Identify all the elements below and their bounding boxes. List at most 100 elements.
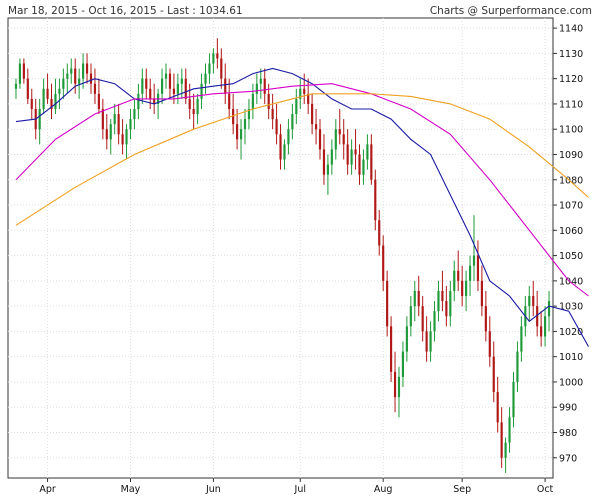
candle-body bbox=[14, 83, 18, 89]
candle-body bbox=[267, 93, 270, 109]
candle-body bbox=[476, 255, 480, 281]
candle-body bbox=[307, 93, 310, 104]
candle bbox=[137, 83, 140, 120]
candle-body bbox=[413, 290, 416, 307]
candle-body bbox=[484, 306, 487, 332]
candle bbox=[291, 103, 294, 140]
candle-body bbox=[405, 326, 408, 352]
candle bbox=[512, 371, 515, 428]
candle-body bbox=[468, 265, 472, 281]
candle bbox=[496, 376, 499, 433]
candle-body bbox=[125, 129, 128, 145]
candle bbox=[307, 78, 310, 115]
x-tick-label: Aug bbox=[374, 484, 393, 495]
candle bbox=[283, 139, 286, 170]
candle-body bbox=[168, 73, 172, 89]
y-tick-label: 1090 bbox=[559, 150, 583, 161]
candle bbox=[145, 68, 148, 99]
candle bbox=[78, 68, 81, 99]
candle bbox=[188, 83, 191, 120]
y-tick-label: 1050 bbox=[559, 251, 583, 262]
candle bbox=[224, 63, 227, 104]
candle bbox=[441, 270, 444, 312]
y-tick-label: 1000 bbox=[559, 377, 583, 388]
y-tick-label: 980 bbox=[559, 428, 577, 439]
candle-body bbox=[516, 351, 519, 382]
candle-body bbox=[429, 331, 432, 352]
candle-body bbox=[271, 108, 274, 120]
plot-area bbox=[7, 17, 554, 479]
candle-body bbox=[386, 280, 389, 327]
candle bbox=[334, 119, 337, 160]
candle bbox=[105, 114, 108, 150]
candle-body bbox=[275, 119, 278, 135]
candle bbox=[445, 285, 448, 327]
candle-body bbox=[85, 63, 89, 74]
candle bbox=[358, 144, 361, 185]
candle bbox=[457, 250, 460, 291]
candle-body bbox=[382, 245, 385, 281]
candle-body bbox=[299, 88, 302, 99]
x-tick-label: Oct bbox=[537, 484, 554, 495]
candle-body bbox=[208, 63, 211, 74]
candle-body bbox=[232, 108, 235, 125]
candle bbox=[413, 280, 416, 322]
candle bbox=[89, 63, 93, 94]
candle bbox=[362, 149, 365, 185]
candle-body bbox=[330, 149, 333, 165]
candle-body bbox=[453, 270, 456, 291]
candle bbox=[303, 73, 306, 104]
candle bbox=[196, 93, 199, 125]
moving-averages bbox=[15, 67, 589, 347]
candle bbox=[326, 154, 329, 195]
candle bbox=[425, 316, 428, 362]
candle bbox=[468, 255, 472, 297]
candle bbox=[417, 275, 420, 317]
candle bbox=[208, 53, 211, 84]
candle-body bbox=[196, 98, 199, 115]
candle bbox=[382, 235, 385, 291]
candle-body bbox=[389, 326, 393, 372]
candle bbox=[421, 296, 424, 342]
chart-title: Mar 18, 2015 - Oct 16, 2015 - Last : 103… bbox=[8, 5, 243, 17]
candle-body bbox=[350, 149, 353, 165]
candle-body bbox=[236, 124, 239, 140]
candle-body bbox=[26, 78, 29, 99]
candle bbox=[113, 103, 116, 135]
candle bbox=[492, 341, 495, 403]
candle bbox=[58, 78, 61, 109]
candle-body bbox=[512, 381, 515, 418]
candle bbox=[378, 210, 381, 256]
candle bbox=[338, 108, 341, 145]
candle-body bbox=[42, 88, 45, 109]
candle bbox=[508, 407, 511, 453]
candle-body bbox=[461, 280, 464, 297]
candle-body bbox=[378, 220, 381, 246]
candle bbox=[532, 280, 535, 317]
candle bbox=[247, 98, 251, 130]
candle bbox=[85, 53, 89, 84]
candle bbox=[393, 351, 397, 413]
candle-body bbox=[228, 93, 231, 109]
x-tick-label: Apr bbox=[39, 484, 56, 495]
candle bbox=[204, 63, 207, 94]
candle bbox=[259, 68, 262, 99]
candle-body bbox=[66, 73, 69, 79]
candle bbox=[429, 321, 432, 362]
candle-body bbox=[437, 290, 440, 312]
candle-body bbox=[251, 93, 254, 109]
candle-body bbox=[492, 356, 495, 393]
candle-body bbox=[401, 351, 405, 377]
candle bbox=[232, 93, 235, 135]
candle-body bbox=[113, 114, 116, 125]
candle bbox=[62, 68, 65, 99]
candle-body bbox=[279, 134, 282, 160]
candle-body bbox=[421, 306, 424, 332]
candle bbox=[543, 306, 547, 347]
candle-body bbox=[224, 78, 227, 94]
candle bbox=[228, 78, 231, 120]
x-tick-label: Jun bbox=[205, 484, 221, 495]
candle-body bbox=[500, 422, 503, 458]
candle bbox=[350, 139, 353, 175]
candle bbox=[18, 58, 22, 89]
